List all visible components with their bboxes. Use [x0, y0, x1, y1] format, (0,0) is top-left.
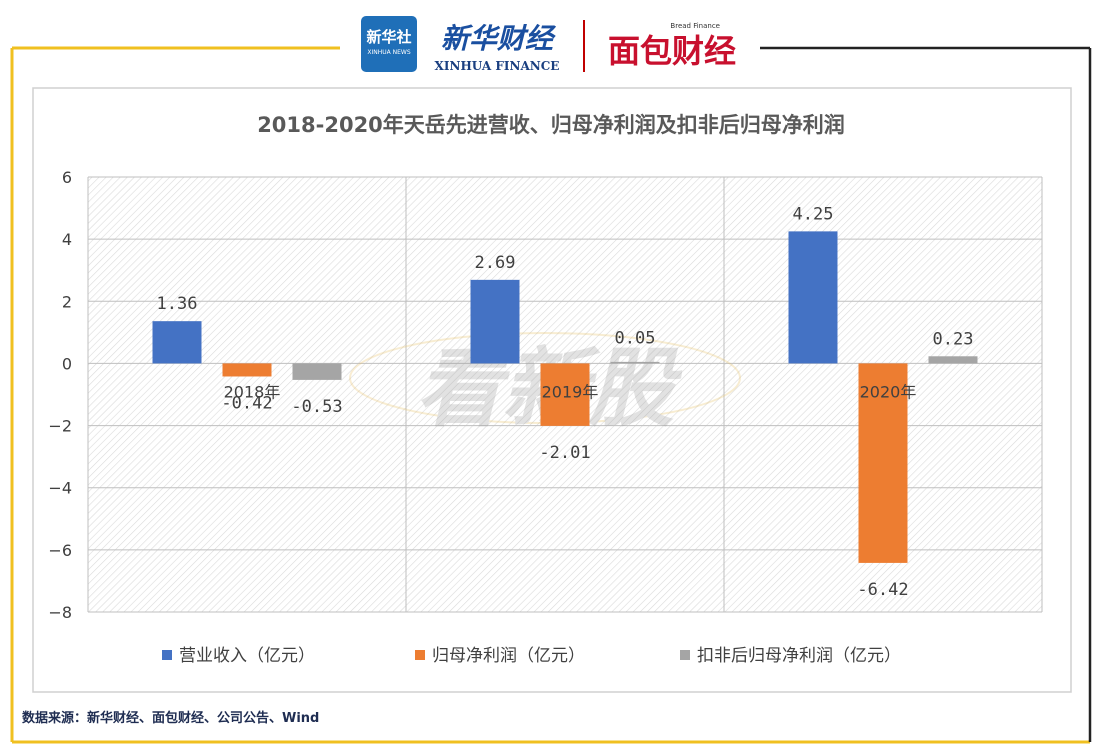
- chart-title: 2018-2020年天岳先进营收、归母净利润及扣非后归母净利润: [257, 113, 845, 137]
- data-label: -6.42: [857, 580, 908, 600]
- y-tick-label: −8: [48, 603, 72, 622]
- bar-2-3: [858, 363, 908, 563]
- data-label: 1.36: [157, 294, 198, 314]
- bread-finance-logo: Bread Finance 面包财经: [608, 22, 736, 70]
- y-tick-label: 2: [62, 292, 72, 311]
- y-tick-label: −2: [48, 417, 72, 436]
- svg-text:Bread Finance: Bread Finance: [670, 22, 720, 30]
- bar-2-1: [222, 363, 272, 377]
- bar-1-3: [788, 231, 838, 364]
- svg-text:面包财经: 面包财经: [608, 32, 736, 70]
- xinhua-finance-logo: 新华财经 XINHUA FINANCE: [435, 22, 560, 73]
- category-label: 2020年: [860, 382, 917, 401]
- svg-text:XINHUA NEWS: XINHUA NEWS: [367, 49, 410, 56]
- bar-2-2: [540, 363, 590, 426]
- y-tick-label: 4: [62, 230, 72, 249]
- data-label: 2.69: [475, 253, 516, 273]
- xinhua-news-logo: 新华社 XINHUA NEWS: [361, 16, 417, 72]
- legend-label-3: 扣非后归母净利润（亿元）: [697, 646, 901, 666]
- y-tick-label: 6: [62, 168, 72, 187]
- bar-3-3: [928, 356, 978, 364]
- data-label: 0.05: [615, 328, 656, 348]
- category-label: 2019年: [542, 382, 599, 401]
- data-label: 0.23: [933, 329, 974, 349]
- bar-1-2: [470, 279, 520, 364]
- category-label: 2018年: [224, 382, 281, 401]
- legend-label-2: 归母净利润（亿元）: [432, 646, 585, 666]
- source-note: 数据来源：新华财经、面包财经、公司公告、Wind: [22, 710, 319, 726]
- bar-1-1: [152, 321, 202, 364]
- data-label: -0.42: [221, 393, 272, 413]
- bar-3-1: [292, 363, 342, 380]
- data-label: -0.53: [291, 397, 342, 417]
- data-label: -2.01: [539, 443, 590, 463]
- y-tick-label: −6: [48, 541, 72, 560]
- legend-swatch-3: [680, 650, 690, 660]
- legend-swatch-1: [162, 650, 172, 660]
- data-label: 4.25: [793, 204, 834, 224]
- legend-swatch-2: [415, 650, 425, 660]
- svg-text:XINHUA FINANCE: XINHUA FINANCE: [435, 59, 560, 73]
- y-tick-label: 0: [62, 354, 72, 373]
- legend-label-1: 营业收入（亿元）: [179, 646, 315, 666]
- svg-text:新华社: 新华社: [366, 28, 411, 46]
- svg-text:新华财经: 新华财经: [441, 22, 557, 55]
- y-tick-label: −4: [48, 479, 72, 498]
- bar-3-2: [610, 361, 660, 364]
